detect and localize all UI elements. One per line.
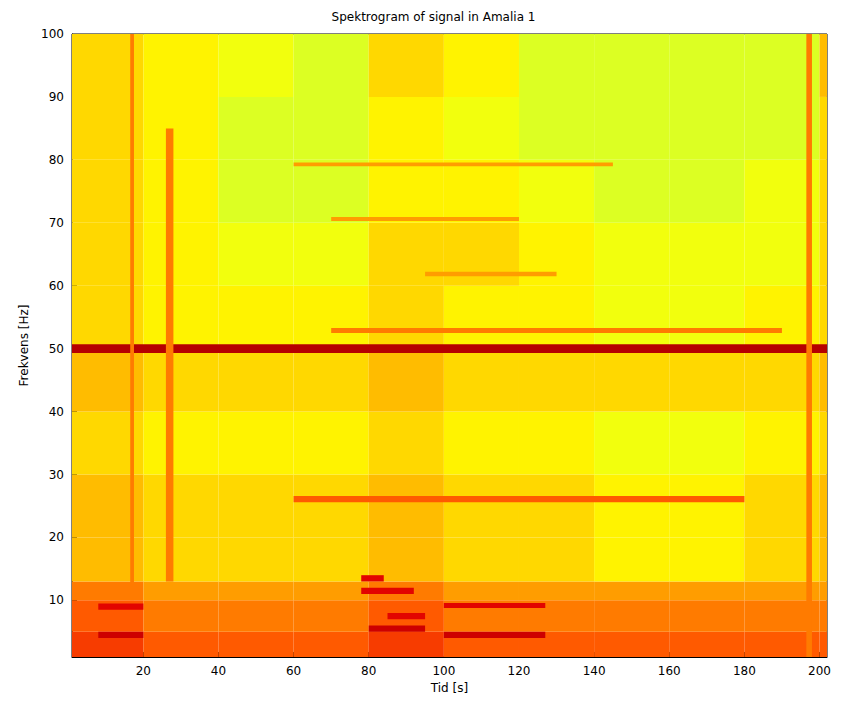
svg-text:60: 60: [286, 664, 301, 678]
svg-text:200: 200: [808, 664, 831, 678]
svg-text:180: 180: [733, 664, 756, 678]
svg-text:40: 40: [49, 405, 64, 419]
svg-text:20: 20: [136, 664, 151, 678]
svg-text:20: 20: [49, 530, 64, 544]
svg-text:100: 100: [432, 664, 455, 678]
svg-text:60: 60: [49, 279, 64, 293]
svg-text:100: 100: [41, 27, 64, 41]
svg-text:Frekvens [Hz]: Frekvens [Hz]: [17, 305, 31, 387]
svg-text:50: 50: [49, 342, 64, 356]
svg-text:Tid [s]: Tid [s]: [430, 681, 468, 695]
svg-text:80: 80: [361, 664, 376, 678]
svg-text:30: 30: [49, 468, 64, 482]
svg-text:120: 120: [508, 664, 531, 678]
svg-text:40: 40: [211, 664, 226, 678]
svg-text:10: 10: [49, 593, 64, 607]
svg-text:80: 80: [49, 153, 64, 167]
svg-text:160: 160: [658, 664, 681, 678]
svg-text:90: 90: [49, 90, 64, 104]
svg-text:70: 70: [49, 216, 64, 230]
svg-text:Spektrogram of signal in Amali: Spektrogram of signal in Amalia 1: [332, 10, 536, 24]
svg-text:140: 140: [583, 664, 606, 678]
